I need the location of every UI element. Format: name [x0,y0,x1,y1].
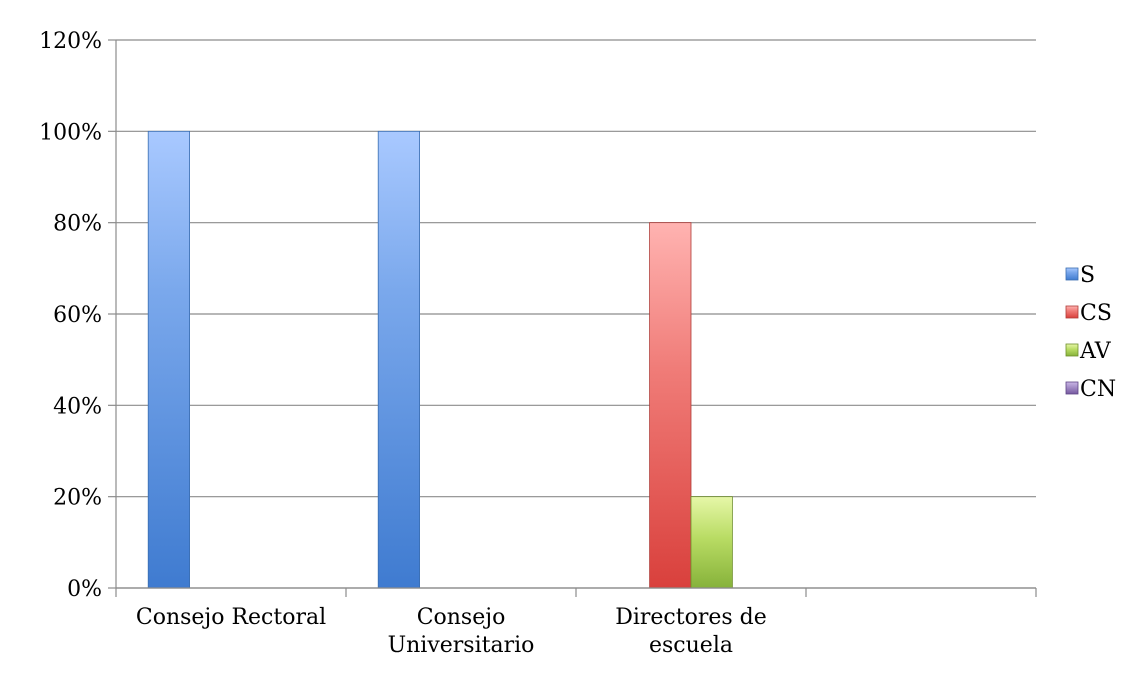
y-tick-label-5: 100% [39,120,102,145]
y-tick-label-0: 0% [67,577,102,602]
bars [147,130,733,589]
gridlines [116,39,1036,589]
legend-swatch-av [1065,343,1079,357]
x-tick-label-1-0: Consejo [417,605,506,630]
bar-s-1 [377,130,421,589]
legend: S CS AV CN [1065,263,1116,402]
bar-cs-2 [649,222,692,589]
legend-swatch-cn [1065,381,1079,395]
y-tick-label-6: 120% [39,29,102,54]
legend-swatch-cs [1065,305,1079,319]
y-tick-label-3: 60% [53,303,102,328]
x-tick-label-2-1: escuela [649,633,733,658]
y-tick-label-4: 80% [53,212,102,237]
y-tick-label-1: 20% [53,486,102,511]
bar-s-0 [147,130,190,589]
x-tick-label-0-0: Consejo Rectoral [136,605,326,630]
x-tick-label-1-1: Universitario [388,633,535,658]
axes: 0% 20% 40% 60% 80% 100% 120% Consejo Rectoral Co… [39,29,1037,658]
y-tick-label-2: 40% [53,394,102,419]
legend-label-cs: CS [1080,301,1112,326]
legend-label-s: S [1080,263,1095,288]
bar-av-2 [690,496,733,589]
legend-label-av: AV [1079,339,1112,364]
x-tick-label-2-0: Directores de [615,605,767,630]
legend-label-cn: CN [1080,377,1116,402]
legend-swatch-s [1065,267,1079,281]
